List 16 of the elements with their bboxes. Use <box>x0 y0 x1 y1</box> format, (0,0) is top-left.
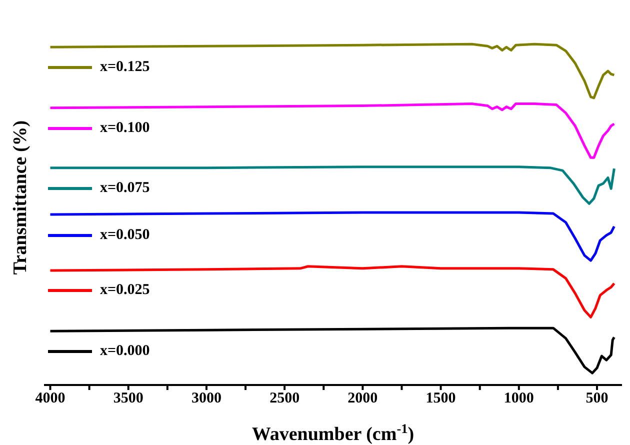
x-tick-label: 4000 <box>35 390 66 407</box>
x-tick-label: 3500 <box>113 390 144 407</box>
x-tick-label: 1000 <box>504 390 534 407</box>
x-tick-label: 1500 <box>426 390 456 407</box>
x-tick-label: 3000 <box>191 390 222 407</box>
x-tick-label: 500 <box>586 390 608 407</box>
legend-label: x=0.075 <box>100 180 150 197</box>
x-tick-label: 2500 <box>270 390 300 407</box>
legend-label: x=0.050 <box>100 226 150 244</box>
legend-label: x=0.025 <box>100 282 150 300</box>
y-axis-title: Transmittance (%) <box>10 120 32 275</box>
x-axis-title: Wavenumber (cm$^{-1}$) <box>252 420 414 445</box>
legend-label: x=0.100 <box>100 120 150 137</box>
legend-label: x=0.125 <box>100 59 150 76</box>
x-tick-label: 2000 <box>348 390 378 407</box>
legend-label: x=0.000 <box>100 343 150 360</box>
